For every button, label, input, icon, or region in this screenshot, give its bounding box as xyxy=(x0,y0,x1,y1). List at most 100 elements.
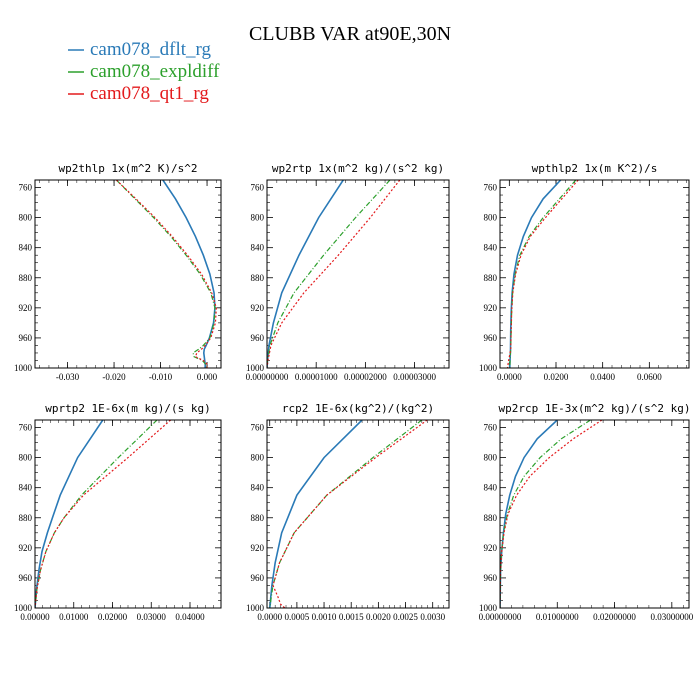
y-tick-label: 960 xyxy=(19,333,33,343)
panel-title: wp2thlp 1x(m^2 K)/s^2 xyxy=(58,162,197,175)
panel-title: rcp2 1E-6x(kg^2)/(kg^2) xyxy=(282,402,434,415)
y-tick-label: 840 xyxy=(19,483,33,493)
panel-title: wprtp2 1E-6x(m kg)/(s kg) xyxy=(45,402,211,415)
plot-frame xyxy=(266,179,450,369)
y-tick-label: 800 xyxy=(484,213,498,223)
series-line-expl xyxy=(269,420,423,608)
panels: wp2thlp 1x(m^2 K)/s^2 760 800 840 880 920 960 1… xyxy=(14,162,694,622)
series-line-dflt xyxy=(267,180,344,368)
series-line-expl xyxy=(35,420,158,608)
y-tick-label: 1000 xyxy=(14,603,33,613)
x-tick-label: 0.00000000 xyxy=(479,612,522,622)
y-tick-label: 760 xyxy=(19,423,33,433)
panel-title: wp2rtp 1x(m^2 kg)/(s^2 kg) xyxy=(272,162,444,175)
y-tick-label: 800 xyxy=(251,213,265,223)
x-tick-label: 0.0000 xyxy=(497,372,522,382)
figure-title: CLUBB VAR at90E,30N xyxy=(249,23,451,45)
panel-3: wpthlp2 1x(m K^2)/s 760 800 840 880 920 960 100… xyxy=(479,162,690,382)
plot-frame xyxy=(34,179,222,369)
x-tick-label: -0.020 xyxy=(102,372,126,382)
y-tick-label: 800 xyxy=(19,453,33,463)
x-tick-label: 0.0400 xyxy=(590,372,615,382)
x-tick-label: 0.02000000 xyxy=(593,612,636,622)
x-tick-label: 0.0020 xyxy=(366,612,391,622)
plot-frame xyxy=(266,419,450,609)
y-tick-label: 760 xyxy=(251,183,265,193)
y-tick-label: 1000 xyxy=(479,363,498,373)
panel-title: wp2rcp 1E-3x(m^2 kg)/(s^2 kg) xyxy=(498,402,690,415)
x-tick-label: -0.030 xyxy=(56,372,80,382)
panel-2: wp2rtp 1x(m^2 kg)/(s^2 kg) 760 800 840 880 92… xyxy=(246,162,450,382)
x-tick-label: 0.0200 xyxy=(544,372,569,382)
series-line-expl xyxy=(509,180,577,368)
panel-6: wp2rcp 1E-3x(m^2 kg)/(s^2 kg)760 800 840 88… xyxy=(479,402,694,622)
x-tick-label: 0.03000 xyxy=(137,612,167,622)
panel-4: wprtp2 1E-6x(m kg)/(s kg) 760 800 840 880 920… xyxy=(14,402,222,622)
x-tick-label: 0.000 xyxy=(197,372,218,382)
x-tick-label: 0.0015 xyxy=(339,612,364,622)
x-tick-label: 0.00002000 xyxy=(344,372,387,382)
x-tick-label: 0.0000 xyxy=(257,612,282,622)
y-tick-label: 880 xyxy=(484,273,498,283)
series-line-qt1 xyxy=(115,180,217,368)
panel-title: wpthlp2 1x(m K^2)/s xyxy=(532,162,658,175)
y-tick-label: 960 xyxy=(251,333,265,343)
y-tick-label: 880 xyxy=(19,273,33,283)
legend: cam078_dflt_rgcam078_expldiffcam078_qt1_… xyxy=(68,39,220,104)
x-tick-label: 0.02000 xyxy=(98,612,128,622)
series-line-expl xyxy=(500,420,591,608)
y-tick-label: 880 xyxy=(251,273,265,283)
y-tick-label: 960 xyxy=(19,573,33,583)
y-tick-label: 960 xyxy=(251,573,265,583)
series-line-dflt xyxy=(162,180,216,368)
series-line-qt1 xyxy=(272,420,428,608)
y-tick-label: 1000 xyxy=(246,603,265,613)
series-line-dflt xyxy=(268,420,363,608)
series-line-expl xyxy=(115,180,216,368)
y-tick-label: 920 xyxy=(484,303,498,313)
y-tick-label: 760 xyxy=(484,183,498,193)
y-tick-label: 1000 xyxy=(14,363,33,373)
y-tick-label: 1000 xyxy=(246,363,265,373)
series-line-qt1 xyxy=(500,420,603,608)
series-line-dflt xyxy=(500,420,558,608)
y-tick-label: 840 xyxy=(484,243,498,253)
y-tick-label: 880 xyxy=(484,513,498,523)
legend-label-expl: cam078_expldiff xyxy=(90,61,220,82)
x-tick-label: 0.04000 xyxy=(175,612,205,622)
y-tick-label: 920 xyxy=(19,543,33,553)
plot-frame xyxy=(499,419,690,609)
y-tick-label: 800 xyxy=(19,213,33,223)
y-tick-label: 840 xyxy=(484,483,498,493)
y-tick-label: 760 xyxy=(251,423,265,433)
y-tick-label: 920 xyxy=(251,543,265,553)
x-tick-label: 0.01000 xyxy=(59,612,89,622)
panel-5: rcp2 1E-6x(kg^2)/(kg^2) 760 800 840 880 920 96… xyxy=(246,402,450,622)
x-tick-label: -0.010 xyxy=(149,372,173,382)
y-tick-label: 840 xyxy=(19,243,33,253)
x-tick-label: 0.00000 xyxy=(20,612,50,622)
panel-1: wp2thlp 1x(m^2 K)/s^2 760 800 840 880 920 960 1… xyxy=(14,162,222,382)
series-line-dflt xyxy=(35,420,104,608)
y-tick-label: 840 xyxy=(251,243,265,253)
y-tick-label: 760 xyxy=(484,423,498,433)
y-tick-label: 960 xyxy=(484,573,498,583)
series-line-qt1 xyxy=(506,180,579,368)
y-tick-label: 1000 xyxy=(479,603,498,613)
y-tick-label: 840 xyxy=(251,483,265,493)
y-tick-label: 880 xyxy=(19,513,33,523)
x-tick-label: 0.0010 xyxy=(312,612,337,622)
y-tick-label: 920 xyxy=(251,303,265,313)
x-tick-label: 0.0030 xyxy=(420,612,445,622)
y-tick-label: 880 xyxy=(251,513,265,523)
y-tick-label: 760 xyxy=(19,183,33,193)
series-line-qt1 xyxy=(267,180,401,368)
x-tick-label: 0.03000000 xyxy=(650,612,693,622)
x-tick-label: 0.0600 xyxy=(637,372,662,382)
x-tick-label: 0.00001000 xyxy=(295,372,338,382)
plot-frame xyxy=(499,179,690,369)
y-tick-label: 800 xyxy=(484,453,498,463)
series-line-expl xyxy=(267,180,391,368)
series-line-qt1 xyxy=(35,420,172,608)
x-tick-label: 0.01000000 xyxy=(536,612,579,622)
